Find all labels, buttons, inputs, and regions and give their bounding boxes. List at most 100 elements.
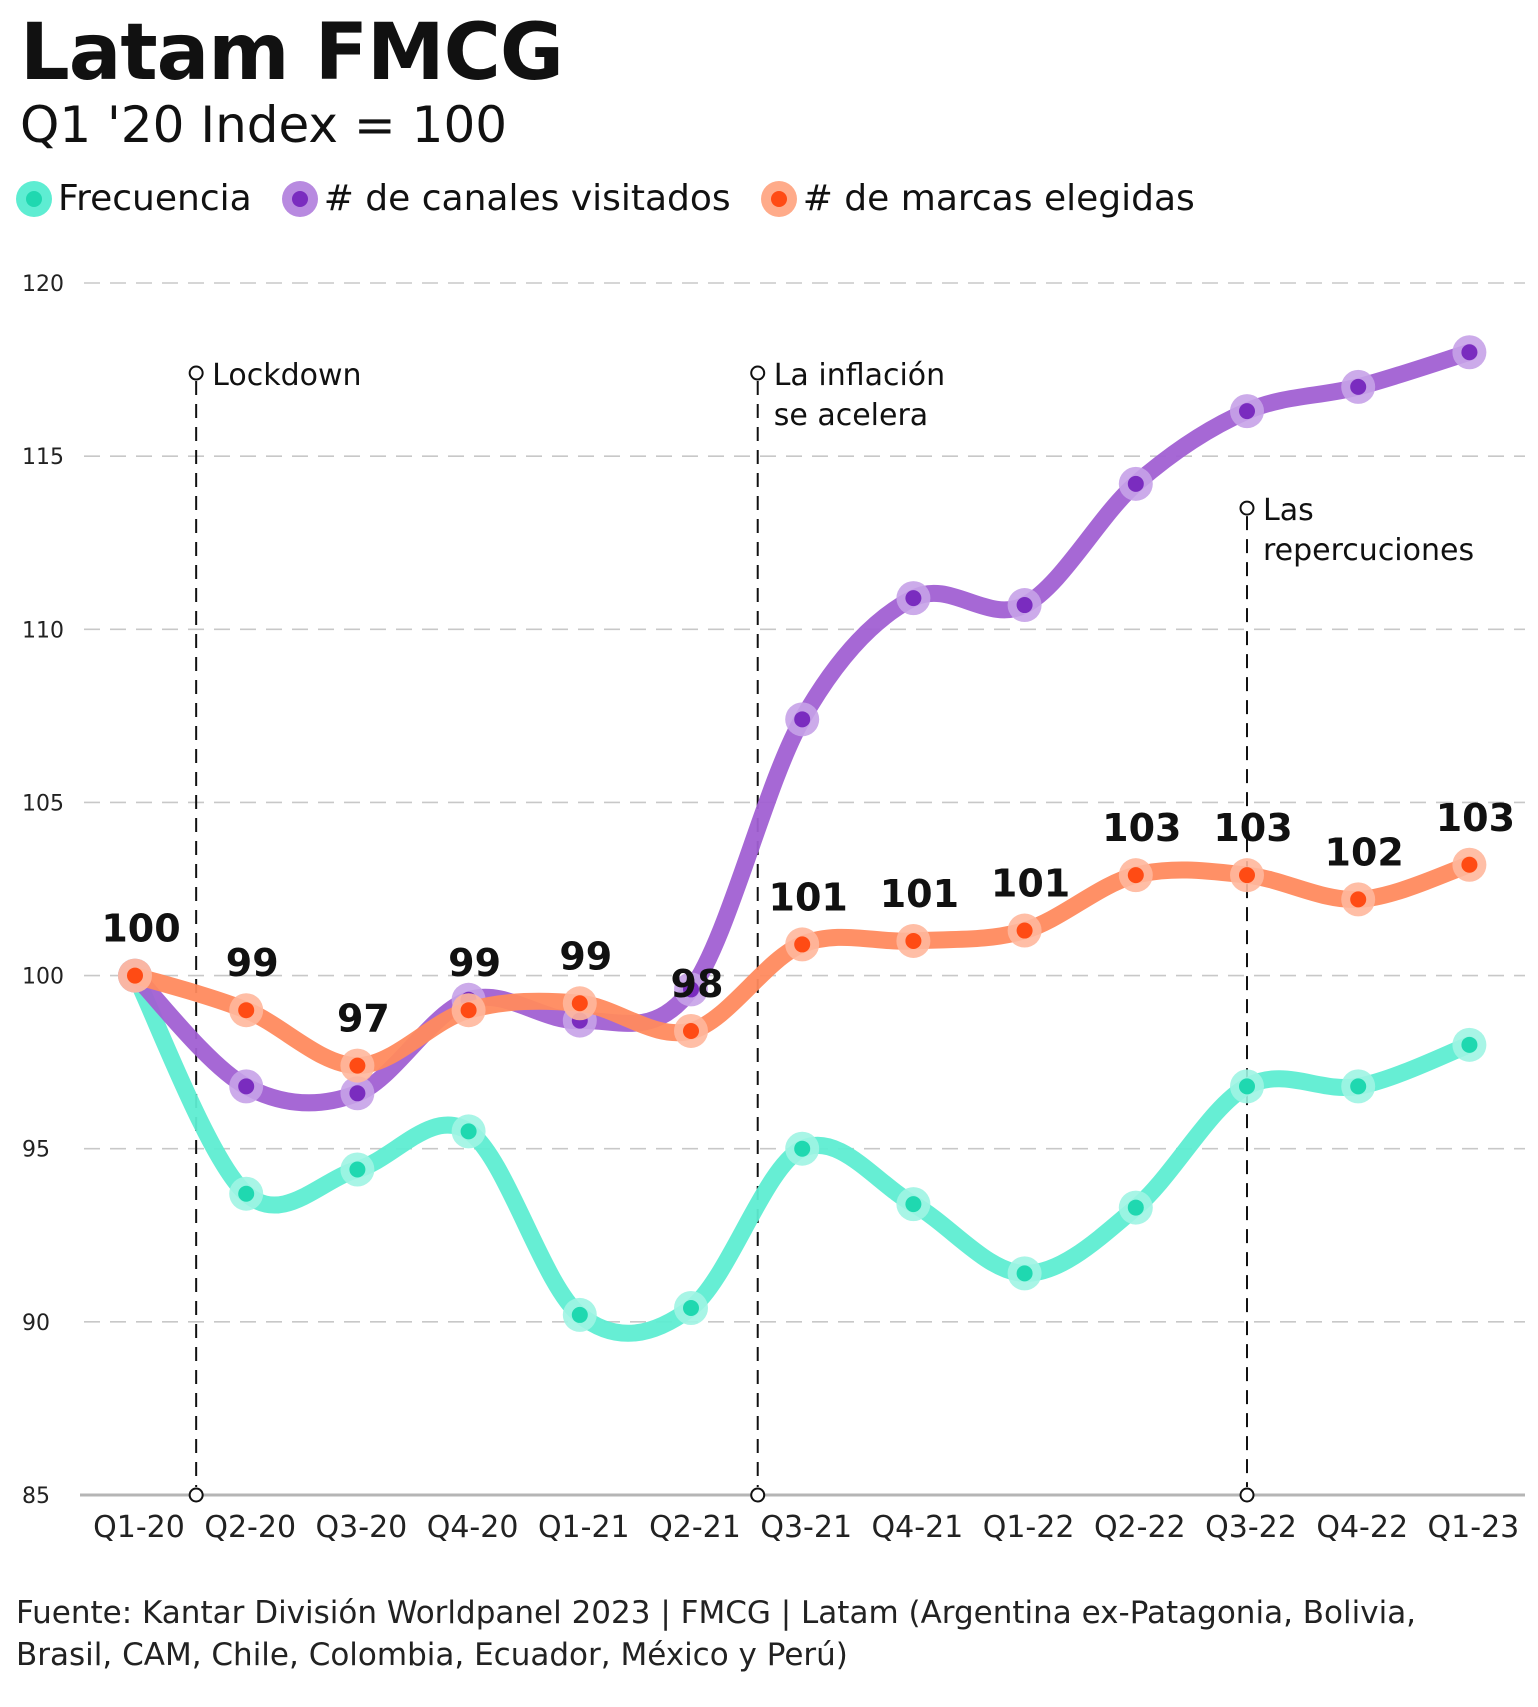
data-point	[1461, 344, 1478, 361]
chart-title: Latam FMCG	[20, 8, 564, 98]
y-tick-label: 90	[22, 1311, 50, 1336]
x-axis: Q1-20 Q2-20 Q3-20 Q4-20 Q1-21 Q2-21 Q3-21 Q4-21…	[80, 1493, 1525, 1545]
legend-label: Frecuencia	[58, 178, 252, 219]
data-point	[1127, 475, 1144, 492]
x-tick-label: Q3-21	[760, 1510, 852, 1545]
series-lines	[118, 335, 1487, 1342]
data-point	[238, 1185, 255, 1202]
source-note: Fuente: Kantar División Worldpanel 2023 …	[16, 1595, 1417, 1673]
data-label: 101	[991, 862, 1070, 906]
data-point	[1350, 891, 1367, 908]
data-point	[794, 711, 811, 728]
x-tick-label: Q2-22	[1094, 1510, 1186, 1545]
annotation-bottom-circle	[188, 1487, 204, 1503]
legend-item-marcas: # de marcas elegidas	[760, 178, 1195, 219]
annotation-bottom-circle	[750, 1487, 766, 1503]
legend-label: # de canales visitados	[323, 178, 731, 219]
data-point	[460, 1002, 477, 1019]
data-label: 103	[1436, 796, 1515, 840]
annotation-marker: Lockdown	[188, 358, 362, 1503]
data-point	[1461, 856, 1478, 873]
data-label: 101	[880, 872, 959, 916]
x-tick-label: Q3-22	[1205, 1510, 1297, 1545]
data-label: 98	[671, 962, 724, 1006]
data-point	[1239, 403, 1255, 420]
data-label: 99	[448, 941, 501, 985]
data-point	[571, 995, 588, 1012]
data-point	[571, 1306, 588, 1323]
series-marcas	[118, 847, 1487, 1083]
data-label: 102	[1325, 830, 1404, 874]
x-tick-label: Q4-21	[872, 1510, 964, 1545]
data-label: 99	[226, 941, 279, 985]
data-point	[127, 967, 143, 984]
y-tick-label: 85	[22, 1484, 50, 1509]
data-label: 100	[101, 907, 180, 951]
x-tick-label: Q4-20	[427, 1510, 519, 1545]
data-point	[1016, 922, 1033, 939]
x-tick-label: Q2-20	[204, 1510, 296, 1545]
data-point	[905, 1196, 922, 1213]
annotation-bottom-circle	[1239, 1487, 1255, 1503]
legend-swatch-canales	[281, 180, 318, 217]
y-axis: 85 90 95 100 105 110 115 120	[22, 272, 64, 1509]
data-point	[238, 1002, 255, 1019]
legend-swatch-marcas	[760, 180, 797, 217]
data-label: 103	[1213, 806, 1292, 850]
x-tick-label: Q3-20	[316, 1510, 408, 1545]
data-point	[905, 932, 922, 949]
data-label: 101	[769, 875, 848, 919]
data-point	[1016, 597, 1033, 614]
data-labels: 100 99 97 99 99 98 101 101 101 103 103 102 103	[101, 796, 1515, 1041]
series-canales	[118, 335, 1487, 1112]
annotations: Lockdown La inflación se acelera Las repercu…	[188, 358, 1474, 1503]
x-tick-label: Q2-21	[649, 1510, 741, 1545]
annotation-label: La inflación	[774, 358, 945, 393]
data-point	[683, 1300, 699, 1317]
data-point	[1016, 1265, 1033, 1282]
y-tick-label: 120	[22, 272, 64, 297]
chart-subtitle: Q1 '20 Index = 100	[20, 96, 508, 154]
x-tick-label: Q1-22	[983, 1510, 1075, 1545]
y-tick-label: 110	[22, 618, 64, 643]
x-tick-label: Q1-21	[538, 1510, 630, 1545]
data-label: 97	[337, 997, 390, 1041]
x-tick-label: Q1-23	[1428, 1510, 1520, 1545]
annotation-marker: La inflación se acelera	[750, 358, 945, 1503]
annotation-top-circle	[750, 365, 766, 381]
data-label: 103	[1102, 806, 1181, 850]
annotation-top-circle	[1239, 500, 1255, 516]
legend-label: # de marcas elegidas	[802, 178, 1195, 219]
data-point	[349, 1057, 366, 1074]
data-point	[1461, 1036, 1478, 1053]
y-tick-label: 95	[22, 1138, 50, 1163]
legend-item-canales: # de canales visitados	[281, 178, 731, 219]
x-tick-label: Q1-20	[93, 1510, 185, 1545]
line-chart: 85 90 95 100 105 110 115 120 Q1-20 Q2-20 Q3-20 Q4-…	[22, 272, 1525, 1545]
legend-item-frecuencia: Frecuencia	[16, 178, 252, 219]
data-point	[683, 1022, 699, 1039]
data-point	[460, 1123, 477, 1140]
data-point	[349, 1085, 366, 1102]
y-tick-label: 105	[22, 791, 64, 816]
annotation-top-circle	[188, 365, 204, 381]
annotation-label: repercuciones	[1263, 533, 1474, 568]
data-point	[1239, 867, 1255, 884]
data-point	[683, 981, 699, 998]
data-point	[1350, 1078, 1367, 1095]
annotation-label: Lockdown	[212, 358, 361, 393]
annotation-marker: Las repercuciones	[1239, 493, 1474, 1503]
data-point	[905, 590, 922, 607]
x-tick-label: Q4-22	[1316, 1510, 1408, 1545]
data-point	[238, 1078, 255, 1095]
data-point	[794, 1140, 811, 1157]
data-point	[1350, 378, 1367, 395]
annotation-label: se acelera	[774, 398, 928, 433]
data-point	[349, 1161, 366, 1178]
data-point	[1127, 867, 1144, 884]
annotation-label: Las	[1263, 493, 1314, 528]
legend-swatch-frecuencia	[16, 180, 52, 217]
data-label: 99	[559, 934, 612, 978]
data-point	[1239, 1078, 1255, 1095]
data-point	[794, 936, 811, 953]
